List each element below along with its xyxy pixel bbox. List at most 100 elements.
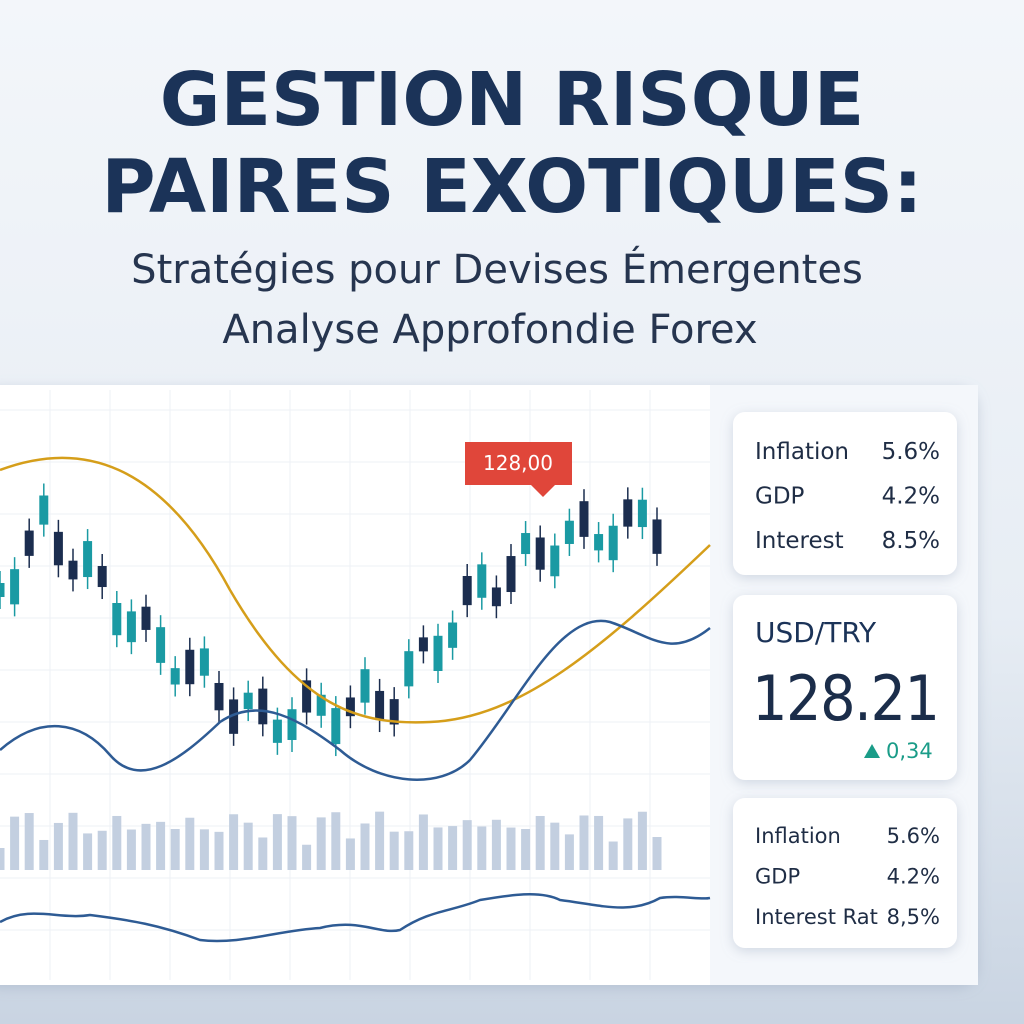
candle-body [243, 692, 253, 710]
candle-body [126, 611, 136, 643]
volume-bar [302, 844, 312, 870]
candle-body [345, 697, 355, 717]
candle-body [24, 530, 34, 556]
candle-body [506, 556, 516, 593]
volume-bar [506, 827, 516, 870]
volume-bar [345, 838, 355, 870]
volume-bar [24, 813, 34, 870]
volume-bar [375, 811, 385, 870]
price-tag [465, 442, 572, 497]
volume-bar [126, 829, 136, 870]
candle-body [316, 694, 326, 716]
row-value: 4.2% [882, 484, 940, 510]
title-line: GESTION RISQUE [160, 57, 865, 143]
volume-bar [579, 815, 589, 870]
row-label: Interest [755, 528, 844, 554]
volume-bar [418, 814, 428, 870]
candle-body [375, 690, 385, 721]
volume-bar [608, 841, 618, 870]
candle-body [258, 688, 268, 725]
volume-bar [448, 826, 458, 870]
candle-body [185, 649, 195, 685]
candle-body [141, 606, 151, 630]
volume-bar [10, 816, 20, 870]
volume-bar [0, 848, 5, 870]
panel [733, 798, 957, 948]
volume-bar [521, 829, 531, 870]
indicator-line [0, 619, 711, 781]
volume-bar [97, 830, 107, 870]
volume-bar [331, 812, 341, 870]
candle-body [287, 709, 297, 740]
candle-body [418, 637, 428, 652]
volume-bar [550, 822, 560, 870]
candle-body [39, 495, 49, 525]
volume-bar [229, 814, 239, 870]
candle-body [170, 668, 180, 685]
volume-bar [594, 815, 604, 870]
candle-body [360, 669, 370, 703]
oscillator-line [0, 892, 711, 943]
candle-body [199, 648, 209, 676]
volume-bar [462, 820, 472, 870]
candle-body [214, 682, 224, 711]
row-value: 8,5% [887, 905, 940, 929]
candle-body [53, 531, 63, 566]
candle-body [404, 651, 414, 687]
candle-body [637, 499, 647, 528]
volume-bar [185, 817, 195, 870]
candle-body [331, 708, 341, 745]
candle-body [623, 499, 633, 527]
candle-body [462, 575, 472, 606]
candle-body [10, 569, 20, 605]
candle-body [550, 545, 560, 577]
candle-body [535, 537, 545, 570]
volume-bar [477, 826, 487, 870]
volume-bar [39, 839, 49, 870]
volume-bar [637, 811, 647, 870]
row-value: 5.6% [882, 439, 940, 465]
candle-body [302, 680, 312, 713]
candle-body [389, 699, 399, 725]
candle-body [0, 583, 5, 597]
volume-bar [287, 816, 297, 870]
candle-body [564, 520, 574, 544]
row-label: GDP [755, 484, 805, 510]
candle-body [521, 533, 531, 555]
volume-bar [272, 814, 282, 870]
candle-body [229, 699, 239, 734]
candle-body [579, 501, 589, 537]
row-label: Inflation [755, 824, 841, 848]
candle-body [68, 560, 78, 580]
candle-body [652, 519, 662, 554]
volume-bar [623, 818, 633, 870]
row-label: Inflation [755, 439, 849, 465]
row-label: Interest Rat [755, 905, 878, 929]
row-label: GDP [755, 865, 800, 889]
candle-body [156, 627, 166, 663]
candle-body [608, 525, 618, 561]
candle-body [83, 541, 93, 578]
volume-bar [170, 828, 180, 870]
ticker-panel [733, 595, 957, 780]
volume-bar [433, 827, 443, 870]
volume-bar [535, 815, 545, 870]
volume-bar [141, 823, 151, 870]
row-value: 4.2% [887, 865, 940, 889]
moving-average [0, 456, 711, 724]
row-value: 8.5% [882, 528, 940, 554]
volume-bars [0, 811, 662, 870]
price-tag-text: 128,00 [483, 451, 553, 475]
volume-bar [68, 812, 78, 870]
candle-body [477, 564, 487, 598]
subtitle-line: Analyse Approfondie Forex [222, 307, 757, 353]
volume-bar [199, 829, 209, 870]
volume-bar [83, 833, 93, 870]
candle-body [272, 719, 282, 743]
candle-body [448, 622, 458, 648]
volume-bar [112, 815, 122, 870]
volume-bar [360, 823, 370, 870]
subtitle-line: Stratégies pour Devises Émergentes [131, 245, 863, 293]
